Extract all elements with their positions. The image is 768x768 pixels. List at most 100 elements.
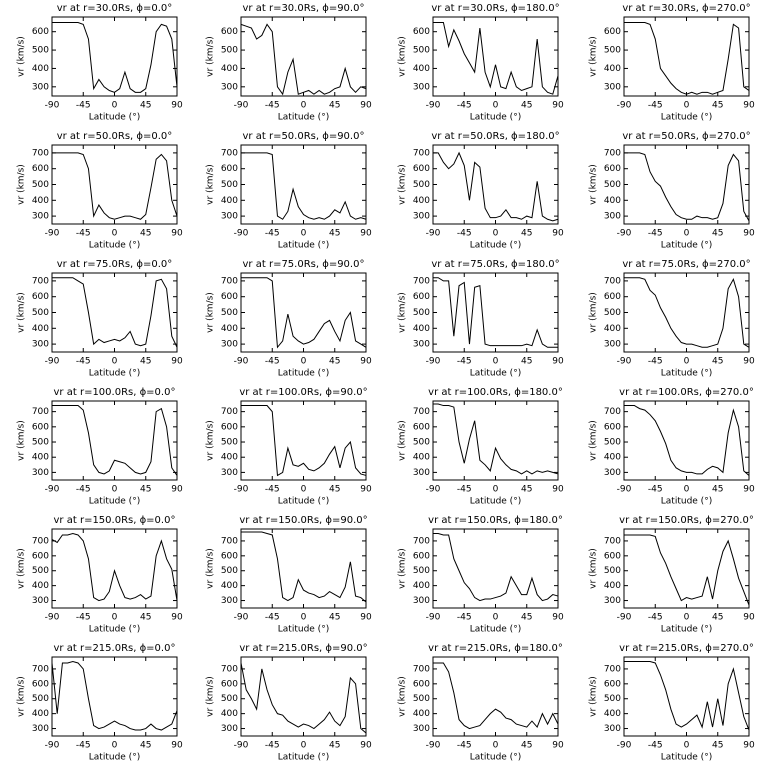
x-tick-label: 45 [712, 229, 723, 239]
panel-title: vr at r=215.0Rs, ϕ=180.0° [428, 643, 563, 654]
y-tick-label: 500 [604, 180, 621, 190]
panel: vr at r=150.0Rs, ϕ=90.0° -90 -45 0 45 90 300 40… [206, 515, 372, 635]
panel-title: vr at r=150.0Rs, ϕ=270.0° [619, 515, 754, 526]
plot-frame [623, 400, 750, 481]
x-tick-label: 45 [329, 101, 340, 111]
y-tick-label: 300 [413, 82, 430, 92]
y-axis-label: vr (km/s) [206, 164, 216, 205]
x-tick-label: -45 [76, 741, 91, 751]
x-tick-label: -90 [234, 101, 249, 111]
x-tick-label: 45 [712, 741, 723, 751]
x-axis-label: Latitude (°) [661, 497, 712, 507]
x-tick-label: 0 [493, 485, 499, 495]
y-tick-label: 600 [32, 292, 49, 302]
plot-frame [51, 400, 178, 481]
data-line [52, 405, 178, 476]
y-tick-label: 400 [413, 709, 430, 719]
x-axis-label: Latitude (°) [470, 369, 521, 379]
panel: vr at r=50.0Rs, ϕ=0.0° -90 -45 0 45 90 300 400 5… [17, 131, 183, 251]
y-tick-label: 300 [413, 468, 430, 478]
y-tick-label: 500 [32, 308, 49, 318]
y-tick-label: 300 [221, 340, 238, 350]
x-tick-label: 90 [171, 485, 183, 495]
y-axis-label: vr (km/s) [589, 420, 599, 461]
data-line [241, 152, 367, 220]
y-tick-label: 600 [221, 422, 238, 432]
panel: vr at r=75.0Rs, ϕ=270.0° -90 -45 0 45 90 300 40… [589, 259, 755, 379]
x-tick-label: -45 [648, 741, 663, 751]
data-line [52, 277, 178, 348]
panel: vr at r=75.0Rs, ϕ=0.0° -90 -45 0 45 90 300 400 5… [17, 259, 183, 379]
x-tick-label: 45 [712, 485, 723, 495]
y-axis-label: vr (km/s) [206, 36, 216, 77]
y-tick-label: 300 [604, 212, 621, 222]
x-axis-label: Latitude (°) [278, 369, 329, 379]
x-tick-label: -90 [426, 101, 441, 111]
x-axis-label: Latitude (°) [278, 113, 329, 123]
data-line [433, 532, 559, 602]
y-tick-label: 700 [32, 664, 49, 674]
x-tick-label: -90 [45, 741, 60, 751]
x-tick-label: -90 [234, 613, 249, 623]
x-tick-label: 0 [112, 485, 118, 495]
x-axis-label: Latitude (°) [278, 625, 329, 635]
y-tick-label: 400 [604, 581, 621, 591]
x-tick-label: 0 [493, 229, 499, 239]
y-tick-label: 300 [221, 468, 238, 478]
y-tick-label: 600 [604, 551, 621, 561]
panel: vr at r=100.0Rs, ϕ=0.0° -90 -45 0 45 90 300 400… [17, 387, 183, 507]
x-tick-label: 90 [360, 485, 372, 495]
y-tick-label: 300 [32, 212, 49, 222]
panel: vr at r=215.0Rs, ϕ=180.0° -90 -45 0 45 90 300 4… [398, 643, 564, 763]
y-tick-label: 600 [604, 292, 621, 302]
x-tick-label: 90 [171, 613, 183, 623]
x-tick-label: 45 [521, 613, 532, 623]
x-tick-label: 90 [552, 613, 564, 623]
y-axis-label: vr (km/s) [398, 292, 408, 333]
panel: vr at r=150.0Rs, ϕ=180.0° -90 -45 0 45 90 300 4… [398, 515, 564, 635]
y-tick-label: 500 [604, 46, 621, 56]
x-tick-label: -90 [617, 485, 632, 495]
x-tick-label: -90 [234, 741, 249, 751]
x-tick-label: 0 [112, 229, 118, 239]
panel: vr at r=150.0Rs, ϕ=0.0° -90 -45 0 45 90 300 400… [17, 515, 183, 635]
y-tick-label: 600 [32, 551, 49, 561]
y-tick-label: 700 [604, 276, 621, 286]
panel: vr at r=150.0Rs, ϕ=270.0° -90 -45 0 45 90 300 4… [589, 515, 755, 635]
x-axis-label: Latitude (°) [470, 753, 521, 763]
x-tick-label: -90 [45, 357, 60, 367]
data-line [624, 534, 750, 606]
x-tick-label: -45 [648, 357, 663, 367]
plot-frame [240, 16, 367, 97]
x-tick-label: 90 [552, 101, 564, 111]
y-axis-label: vr (km/s) [589, 676, 599, 717]
data-line [624, 22, 750, 95]
x-axis-label: Latitude (°) [278, 497, 329, 507]
x-tick-label: 45 [140, 485, 151, 495]
data-line [241, 405, 367, 477]
y-axis-label: vr (km/s) [17, 36, 27, 77]
y-axis-label: vr (km/s) [398, 420, 408, 461]
panel-title: vr at r=150.0Rs, ϕ=0.0° [54, 515, 176, 526]
y-axis-label: vr (km/s) [206, 676, 216, 717]
y-tick-label: 500 [413, 308, 430, 318]
y-axis-label: vr (km/s) [206, 548, 216, 589]
y-tick-label: 300 [221, 724, 238, 734]
x-tick-label: 45 [712, 613, 723, 623]
x-tick-label: -45 [265, 229, 280, 239]
y-tick-label: 400 [221, 581, 238, 591]
x-tick-label: 0 [112, 613, 118, 623]
x-tick-label: 45 [329, 485, 340, 495]
panel: vr at r=215.0Rs, ϕ=270.0° -90 -45 0 45 90 300 4… [589, 643, 755, 763]
x-tick-label: -45 [648, 229, 663, 239]
data-line [433, 151, 559, 222]
x-tick-label: -90 [617, 101, 632, 111]
y-tick-label: 400 [32, 581, 49, 591]
data-line [433, 662, 559, 730]
y-tick-label: 600 [32, 679, 49, 689]
x-tick-label: -45 [265, 485, 280, 495]
x-axis-label: Latitude (°) [89, 113, 140, 123]
y-tick-label: 500 [604, 566, 621, 576]
x-tick-label: -45 [457, 101, 472, 111]
panel: vr at r=215.0Rs, ϕ=0.0° -90 -45 0 45 90 300 400… [17, 643, 183, 763]
